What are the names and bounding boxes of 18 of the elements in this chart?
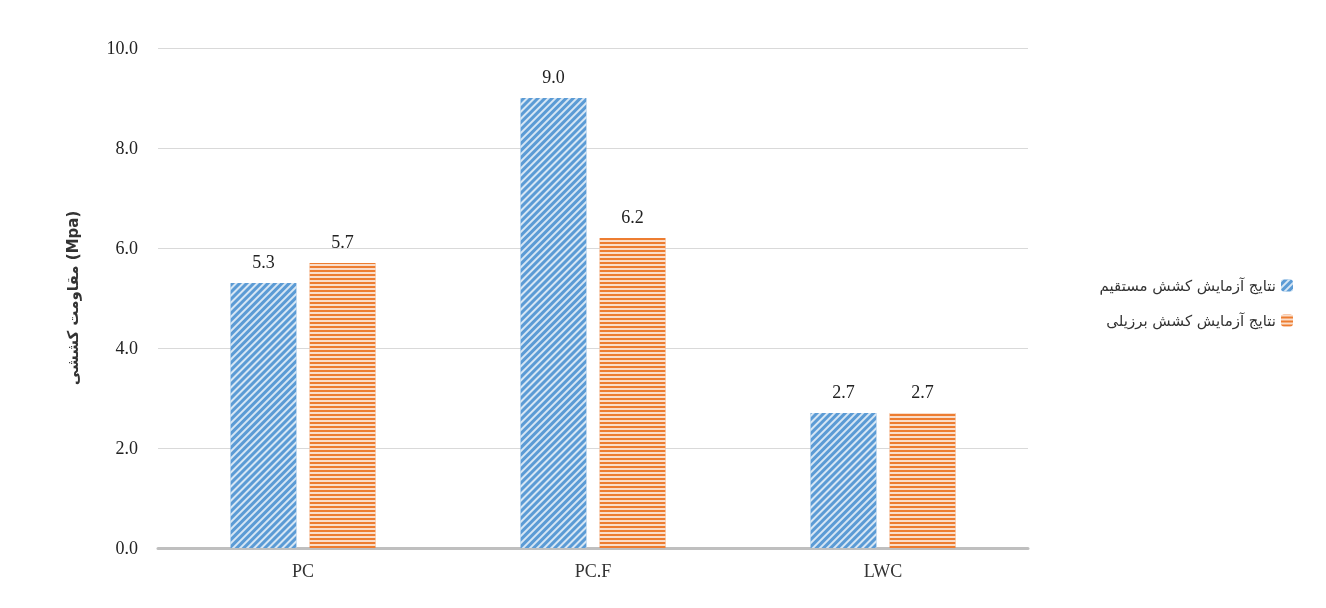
y-tick-label: 6.0 [115,238,138,258]
y-axis-title: مقاومت کششی (Mpa) [63,210,82,386]
legend-label: نتایج آزمایش کشش برزیلی [1106,311,1276,330]
x-tick-label: PC [291,561,315,581]
data-label: 5.3 [252,252,275,272]
legend-label: نتایج آزمایش کشش مستقیم [1099,276,1276,295]
data-label: 5.7 [331,232,354,252]
x-tick-label: LWC [863,561,903,581]
data-label: 6.2 [621,207,644,227]
data-label: 2.7 [832,382,855,402]
x-tick-label: PC.F [574,561,612,581]
data-label: 2.7 [911,382,934,402]
y-tick-label: 2.0 [115,438,138,458]
y-tick-label: 8.0 [115,138,138,158]
data-label: 9.0 [542,67,565,87]
y-tick-label: 10.0 [106,38,138,58]
y-tick-label: 0.0 [115,538,138,558]
y-tick-label: 4.0 [115,338,138,358]
